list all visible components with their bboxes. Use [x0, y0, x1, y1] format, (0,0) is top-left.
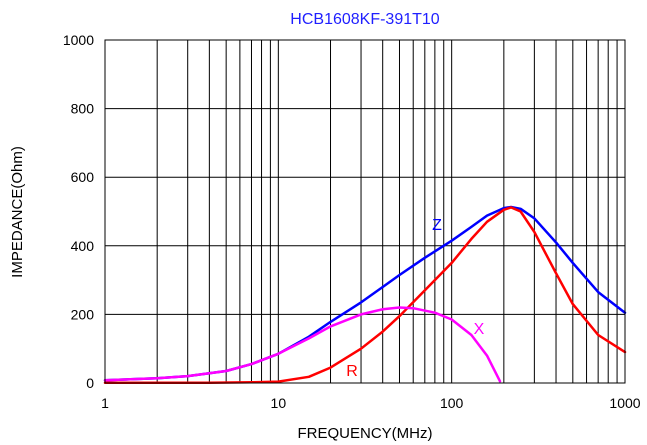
y-axis-title: IMPEDANCE(Ohm) [9, 146, 26, 278]
x-tick-label: 100 [440, 395, 464, 411]
series-label-r: R [346, 363, 358, 380]
plot-frame [104, 39, 626, 384]
series-label-z: Z [432, 217, 442, 234]
series-line-r [103, 206, 627, 384]
series-labels: Z R X [346, 217, 484, 380]
series-line-z [103, 205, 627, 382]
x-tick-label: 1000 [609, 395, 640, 411]
x-tick-label: 10 [271, 395, 287, 411]
x-tick-label: 1 [101, 395, 109, 411]
series-line-x [103, 306, 502, 383]
tick-labels: 1 10 100 1000 0 200 400 600 800 1000 [63, 32, 641, 411]
y-tick-label: 800 [71, 101, 95, 117]
y-tick-label: 1000 [63, 32, 94, 48]
x-axis-title: FREQUENCY(MHz) [298, 425, 433, 442]
y-tick-label: 200 [71, 306, 95, 322]
y-tick-label: 400 [71, 238, 95, 254]
chart-title: HCB1608KF-391T10 [290, 11, 440, 28]
series-lines [103, 205, 627, 384]
y-tick-label: 0 [86, 375, 94, 391]
grid [104, 39, 625, 384]
series-label-x: X [474, 321, 485, 338]
y-tick-label: 600 [71, 169, 95, 185]
